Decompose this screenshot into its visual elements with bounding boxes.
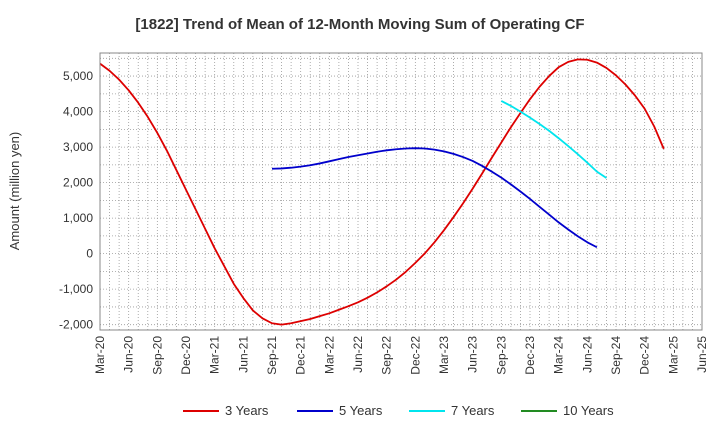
x-tick-label: Mar-24: [552, 336, 566, 374]
x-tick-label: Sep-23: [494, 336, 508, 375]
x-tick-label: Mar-22: [322, 336, 336, 374]
series-lines: [99, 58, 665, 326]
x-tick-label: Dec-24: [638, 336, 652, 375]
y-tick-label: -2,000: [59, 318, 93, 332]
y-tick-label: 1,000: [63, 211, 93, 225]
x-tick-label: Jun-21: [236, 336, 250, 373]
x-tick-label: Jun-25: [695, 336, 709, 373]
x-tick-label: Dec-23: [523, 336, 537, 375]
x-tick-label: Jun-23: [466, 336, 480, 373]
series-line-7-years: [500, 100, 607, 179]
x-tick-label: Jun-22: [351, 336, 365, 373]
y-tick-label: 3,000: [63, 140, 93, 154]
legend-label: 5 Years: [339, 403, 383, 418]
y-axis-ticks: 5,000 4,000 3,000 2,000 1,000 0 -1,000 -2,000: [59, 69, 93, 332]
y-tick-label: 4,000: [63, 105, 93, 119]
x-tick-label: Sep-20: [150, 336, 164, 375]
y-tick-label: -1,000: [59, 282, 93, 296]
x-tick-label: Dec-20: [179, 336, 193, 375]
x-tick-label: Dec-21: [294, 336, 308, 375]
legend-label: 10 Years: [563, 403, 614, 418]
x-tick-label: Jun-20: [122, 336, 136, 373]
y-axis-label: Amount (million yen): [7, 132, 22, 251]
x-tick-label: Mar-20: [93, 336, 107, 374]
plot-grid: [100, 53, 702, 330]
y-tick-label: 2,000: [63, 176, 93, 190]
x-tick-label: Sep-21: [265, 336, 279, 375]
x-tick-label: Mar-25: [666, 336, 680, 374]
series-line-3-years: [99, 58, 665, 326]
y-tick-label: 0: [86, 247, 93, 261]
y-tick-label: 5,000: [63, 69, 93, 83]
x-tick-label: Mar-23: [437, 336, 451, 374]
series-line-5-years: [271, 147, 598, 249]
x-tick-label: Jun-24: [580, 336, 594, 373]
x-tick-label: Sep-22: [380, 336, 394, 375]
legend-label: 3 Years: [225, 403, 269, 418]
x-tick-label: Mar-21: [208, 336, 222, 374]
x-tick-label: Dec-22: [408, 336, 422, 375]
x-axis-ticks: Mar-20 Jun-20 Sep-20 Dec-20 Mar-21 Jun-21 Sep-…: [93, 336, 709, 375]
chart-title: [1822] Trend of Mean of 12-Month Moving …: [135, 16, 584, 33]
x-tick-label: Sep-24: [609, 336, 623, 375]
legend: 3 Years 5 Years 7 Years 10 Years: [183, 403, 614, 418]
plot-frame: [99, 52, 703, 331]
legend-label: 7 Years: [451, 403, 495, 418]
